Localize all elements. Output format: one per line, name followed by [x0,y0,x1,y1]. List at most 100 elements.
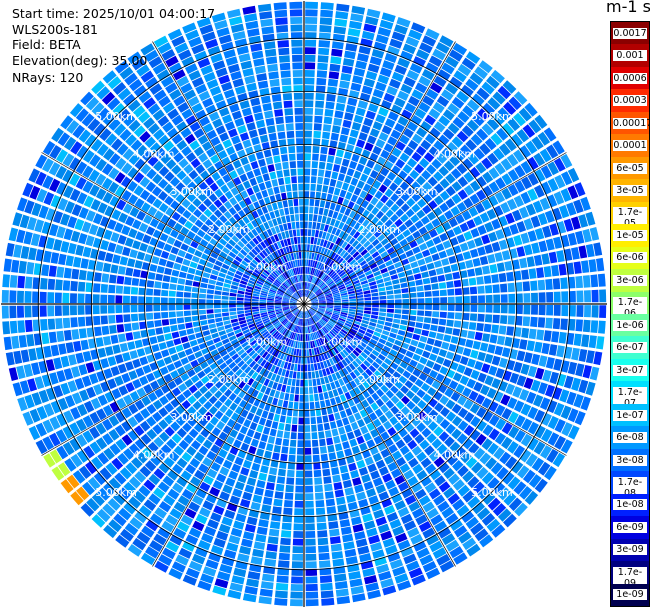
range-gate [320,247,326,255]
range-gate [75,108,89,122]
range-gate [273,340,280,348]
range-gate [290,306,297,309]
range-gate [464,411,475,423]
range-gate [465,139,477,151]
range-gate [117,108,131,122]
range-gate [399,181,410,191]
range-gate [116,199,127,211]
range-gate [285,311,292,316]
range-gate [298,244,301,252]
range-gate [201,277,209,284]
range-gate [296,348,300,356]
range-gate [240,467,250,476]
range-gate [314,401,320,409]
range-gate [439,311,447,319]
range-gate [260,215,267,223]
range-gate [243,257,251,264]
range-gate [275,25,289,33]
range-gate [206,299,214,304]
range-gate [283,309,291,313]
range-gate [446,319,454,327]
range-gate [253,541,266,550]
range-gate [422,323,431,330]
range-gate [305,470,313,478]
range-gate [363,266,371,273]
range-gate [451,96,465,109]
range-gate [138,111,151,124]
range-gate [344,487,354,496]
range-gate [312,447,320,455]
range-gate [213,400,223,409]
range-gate [487,152,499,165]
range-gate [376,342,385,349]
range-gate [327,321,334,328]
range-gate [306,311,310,318]
range-gate [292,191,298,199]
range-gate [267,63,279,72]
range-gate [360,124,371,134]
range-gate [369,128,380,138]
range-gate [466,378,476,389]
range-gate [220,184,230,194]
range-gate [105,462,118,475]
range-gate [357,354,366,362]
range-gate [482,333,491,343]
range-gate [459,270,468,279]
range-gate [282,308,290,311]
range-gate [345,217,353,225]
range-gate [233,396,242,405]
range-gate [486,75,500,89]
range-gate [452,372,463,382]
range-gate [89,426,101,439]
range-gate [411,192,421,202]
range-gate [515,282,523,292]
range-gate [430,324,438,332]
range-gate [34,376,45,390]
range-gate [485,457,497,470]
range-gate [213,247,222,255]
range-gate [222,484,233,494]
range-gate [237,348,245,356]
range-gate [185,464,197,475]
range-gate [258,198,266,207]
range-gate [523,244,533,256]
range-gate [236,183,245,193]
range-gate [254,246,261,254]
range-gate [283,320,289,326]
range-gate [276,430,284,438]
range-gate [77,403,88,417]
range-gate [402,356,412,364]
range-gate [342,479,353,489]
range-gate [341,299,349,302]
range-gate [362,209,370,218]
range-gate [62,425,74,439]
range-label: 3.00km [396,185,438,198]
range-gate [259,262,267,269]
range-gate [267,265,274,272]
range-gate [389,416,399,426]
range-gate [377,233,386,242]
range-gate [289,269,293,277]
range-gate [272,271,279,278]
range-gate [287,288,294,294]
range-gate [237,125,247,134]
range-gate [22,411,34,426]
range-gate [282,306,290,309]
range-gate [48,162,61,176]
range-gate [53,385,64,398]
range-gate [258,327,266,333]
range-gate [401,395,410,405]
range-gate [251,352,259,360]
range-gate [279,248,285,256]
range-gate [491,218,501,230]
range-gate [158,202,169,213]
range-gate [351,277,359,283]
range-gate [318,306,326,309]
range-gate [139,356,149,366]
range-gate [256,280,264,286]
range-gate [284,230,290,239]
range-gate [310,267,314,275]
range-gate [9,320,18,334]
range-gate [271,285,278,291]
colorbar-title: m-1 sr-1 [606,0,650,16]
